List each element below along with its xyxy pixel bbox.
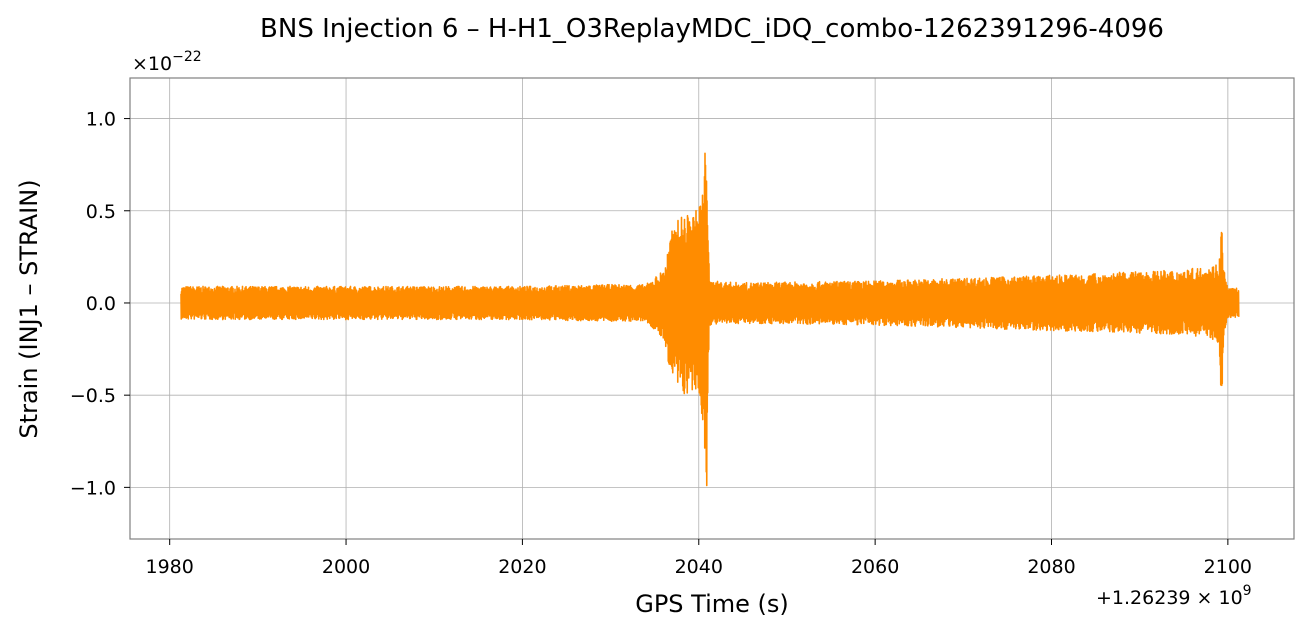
x-tick-label: 1980 — [146, 556, 194, 578]
x-tick-label: 2080 — [1027, 556, 1075, 578]
chart-title: BNS Injection 6 – H-H1_O3ReplayMDC_iDQ_c… — [260, 14, 1164, 44]
x-tick-label: 2100 — [1204, 556, 1252, 578]
x-offset-base: +1.26239 × 10 — [1096, 587, 1243, 609]
strain-line — [180, 152, 1240, 487]
y-tick-label: 1.0 — [86, 109, 116, 131]
y-tick-label: 0.5 — [86, 201, 116, 223]
x-axis: 1980 2000 2020 2040 2060 2080 2100 — [146, 539, 1252, 578]
x-offset-factor: +1.26239 × 109 — [1096, 583, 1252, 609]
y-scale-factor: ×10−22 — [132, 49, 202, 75]
x-tick-label: 2060 — [851, 556, 899, 578]
y-tick-label: −1.0 — [70, 477, 116, 499]
x-tick-label: 2000 — [322, 556, 370, 578]
strain-series — [180, 152, 1240, 487]
x-tick-label: 2040 — [675, 556, 723, 578]
y-tick-label: −0.5 — [70, 385, 116, 407]
x-tick-label: 2020 — [498, 556, 546, 578]
y-axis-title: Strain (INJ1 – STRAIN) — [15, 179, 43, 438]
x-offset-exponent: 9 — [1243, 583, 1252, 599]
y-axis: −1.0 −0.5 0.0 0.5 1.0 — [70, 109, 130, 499]
plot-frame — [129, 77, 1295, 540]
x-axis-title: GPS Time (s) — [635, 590, 789, 618]
y-scale-exponent: −22 — [172, 49, 202, 65]
y-scale-base: ×10 — [132, 53, 172, 75]
y-tick-label: 0.0 — [86, 293, 116, 315]
